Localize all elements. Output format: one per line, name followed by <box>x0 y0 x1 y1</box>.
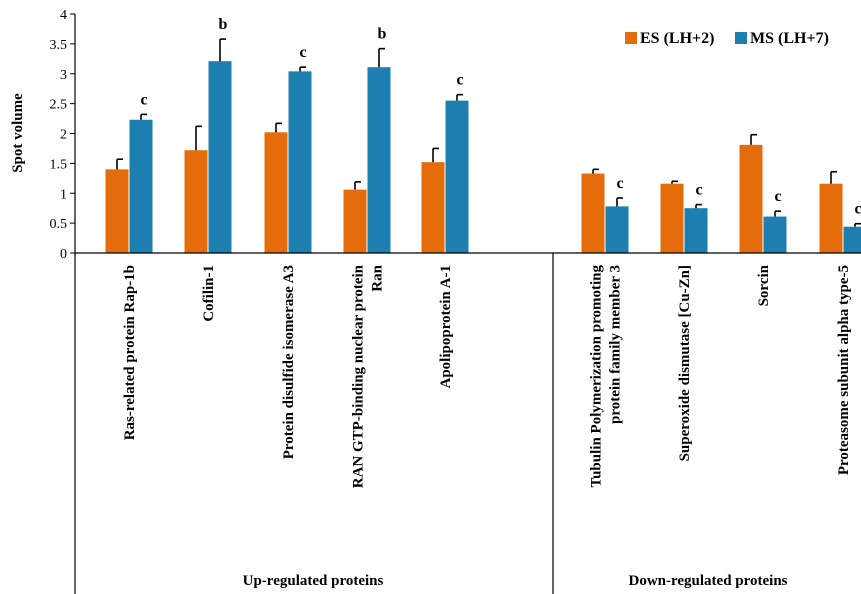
bar-ms <box>763 216 787 253</box>
error-bars <box>116 38 861 227</box>
bar-ms <box>367 67 391 254</box>
category-label: Proteasome subunit alpha type-5 <box>836 265 852 475</box>
category-labels: Ras-related protein Rap-1b Cofilin-1 Prote… <box>122 264 852 488</box>
legend: ES (LH+2) MS (LH+7) <box>625 30 829 47</box>
group-label: Up-regulated proteins <box>243 573 384 589</box>
y-tick-label: 3.5 <box>50 38 68 53</box>
bar-es <box>581 173 605 253</box>
category-label: Ran <box>370 264 386 291</box>
y-tick-label: 2.5 <box>50 98 68 113</box>
legend-label: MS (LH+7) <box>750 30 829 47</box>
bar-es <box>660 183 684 253</box>
y-tick-label: 3 <box>60 68 67 83</box>
category-label: Tubulin Polymerization promoting <box>589 265 605 488</box>
y-tick-label: 0.5 <box>50 217 68 232</box>
category-label: Ras-related protein Rap-1b <box>122 265 138 440</box>
y-axis-ticks: 0 0.5 1 1.5 2 2.5 3 3.5 4 <box>50 8 75 262</box>
y-tick-label: 2 <box>60 128 67 143</box>
significance-label: b <box>378 26 387 43</box>
significance-label: c <box>854 201 861 218</box>
category-label: RAN GTP-binding nuclear protein <box>351 264 367 488</box>
bar-es <box>739 144 763 253</box>
significance-label: c <box>140 91 147 108</box>
group-label: Down-regulated proteins <box>628 573 787 589</box>
y-axis-title: Spot volume <box>10 93 26 173</box>
category-label: Protein disulfide isomerase A3 <box>281 265 297 459</box>
bar-ms <box>208 61 232 253</box>
significance-label: c <box>616 175 623 192</box>
bar-ms <box>129 119 153 253</box>
bar-ms <box>445 100 469 253</box>
bar-es <box>264 132 288 253</box>
category-label: Cofilin-1 <box>201 265 217 322</box>
category-label: protein family member 3 <box>608 265 624 424</box>
significance-label: b <box>219 16 228 33</box>
bar-ms <box>288 71 312 253</box>
significance-label: c <box>299 44 306 61</box>
bar-es <box>819 183 843 253</box>
category-label: Superoxide dismutase [Cu-Zn] <box>677 265 693 461</box>
bar-es <box>184 150 208 253</box>
bar-es <box>421 162 445 253</box>
bar-es <box>343 189 367 253</box>
significance-label: c <box>695 182 702 199</box>
legend-label: ES (LH+2) <box>640 30 714 47</box>
y-tick-label: 0 <box>60 247 67 262</box>
bar-ms <box>605 206 629 253</box>
y-tick-label: 1 <box>60 187 67 202</box>
bar-ms <box>684 208 708 253</box>
y-tick-label: 1.5 <box>50 157 68 172</box>
legend-swatch <box>625 32 637 44</box>
bar-ms <box>843 226 861 253</box>
significance-labels: c b c b c c c c c <box>140 16 861 218</box>
bar-es <box>105 169 129 253</box>
group-labels: Up-regulated proteins Down-regulated prot… <box>243 573 788 589</box>
legend-swatch <box>735 32 747 44</box>
y-tick-label: 4 <box>60 8 67 23</box>
significance-label: c <box>774 188 781 205</box>
category-label: Sorcin <box>756 264 772 306</box>
axes <box>74 14 861 594</box>
bars <box>105 61 861 254</box>
significance-label: c <box>456 72 463 89</box>
category-label: Apolipoprotein A-1 <box>438 265 454 389</box>
